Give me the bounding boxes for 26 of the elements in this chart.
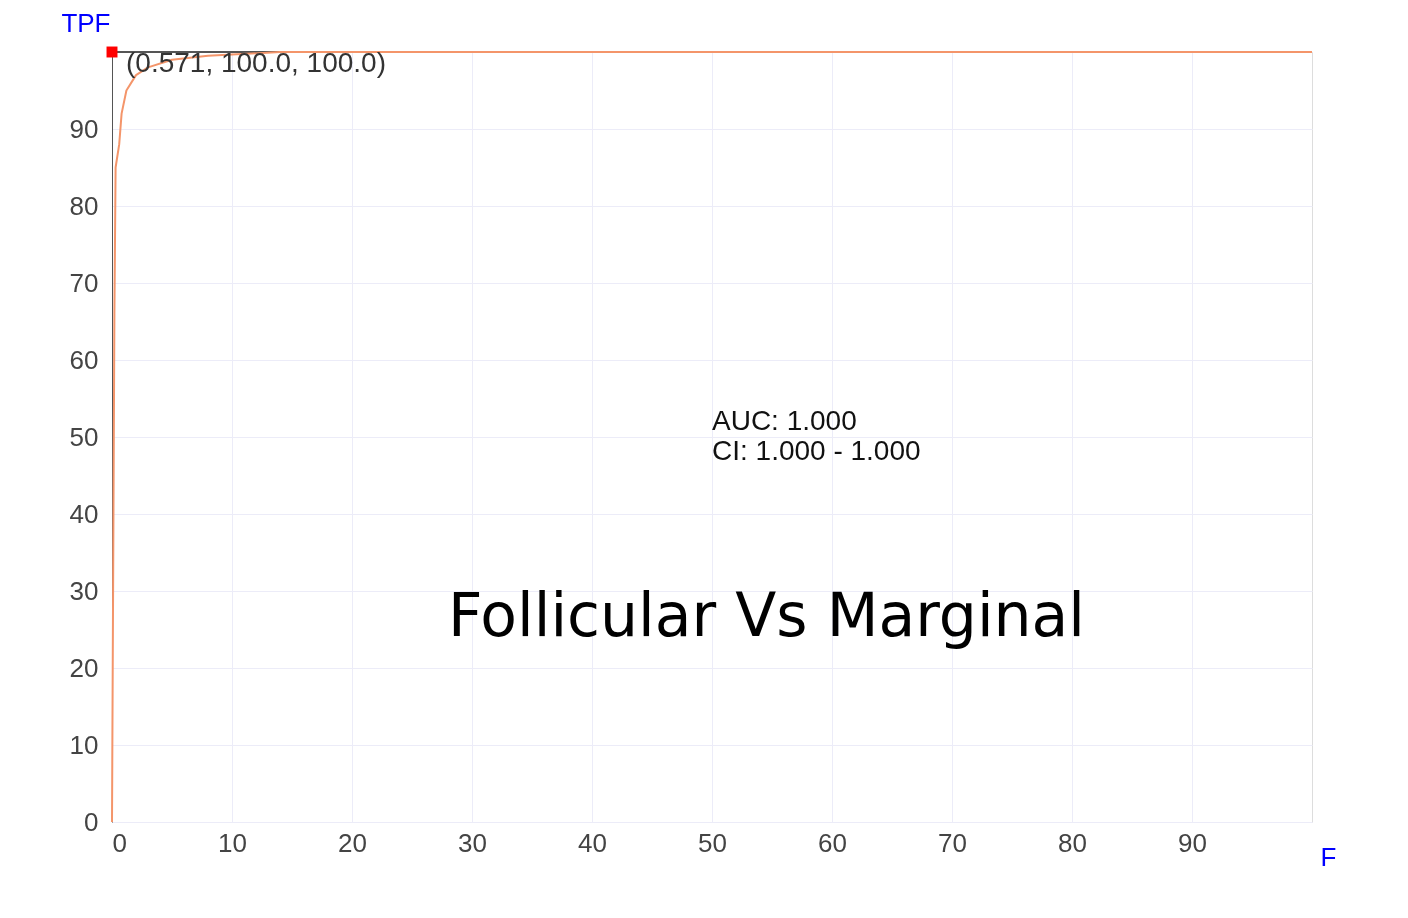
x-tick-label: 20 [338,827,367,858]
text: Follicular Vs Marginal [448,579,1086,650]
annotation: AUC: 1.000 [712,404,857,436]
y-tick-label: 30 [69,575,99,606]
x-tick-label: 60 [818,827,847,858]
y-tick-label: 70 [69,267,99,298]
line-series [111,51,1313,823]
x-tick-label: 50 [698,827,727,858]
y-tick-label: 50 [69,421,99,452]
x-tick-label: 90 [1178,827,1207,858]
y-tick-label: 10 [69,729,99,760]
x-tick-label: 10 [218,827,247,858]
y-tick-label: 40 [69,498,99,529]
x-tick-label: 0 [112,827,127,858]
y-tick-label: 60 [69,344,99,375]
x-tick-label: 70 [938,827,967,858]
x-axis-title: F [1320,841,1337,872]
y-tick-label: 0 [84,806,99,837]
y-axis-title: TPF [61,7,111,38]
y-tick-label: 90 [69,113,99,144]
annotation: CI: 1.000 - 1.000 [712,435,921,467]
y-tick-label: 20 [69,652,99,683]
x-tick-label: 30 [458,827,487,858]
x-tick-label: 40 [578,827,607,858]
x-tick-label: 80 [1058,827,1087,858]
y-tick-label: 80 [69,190,99,221]
